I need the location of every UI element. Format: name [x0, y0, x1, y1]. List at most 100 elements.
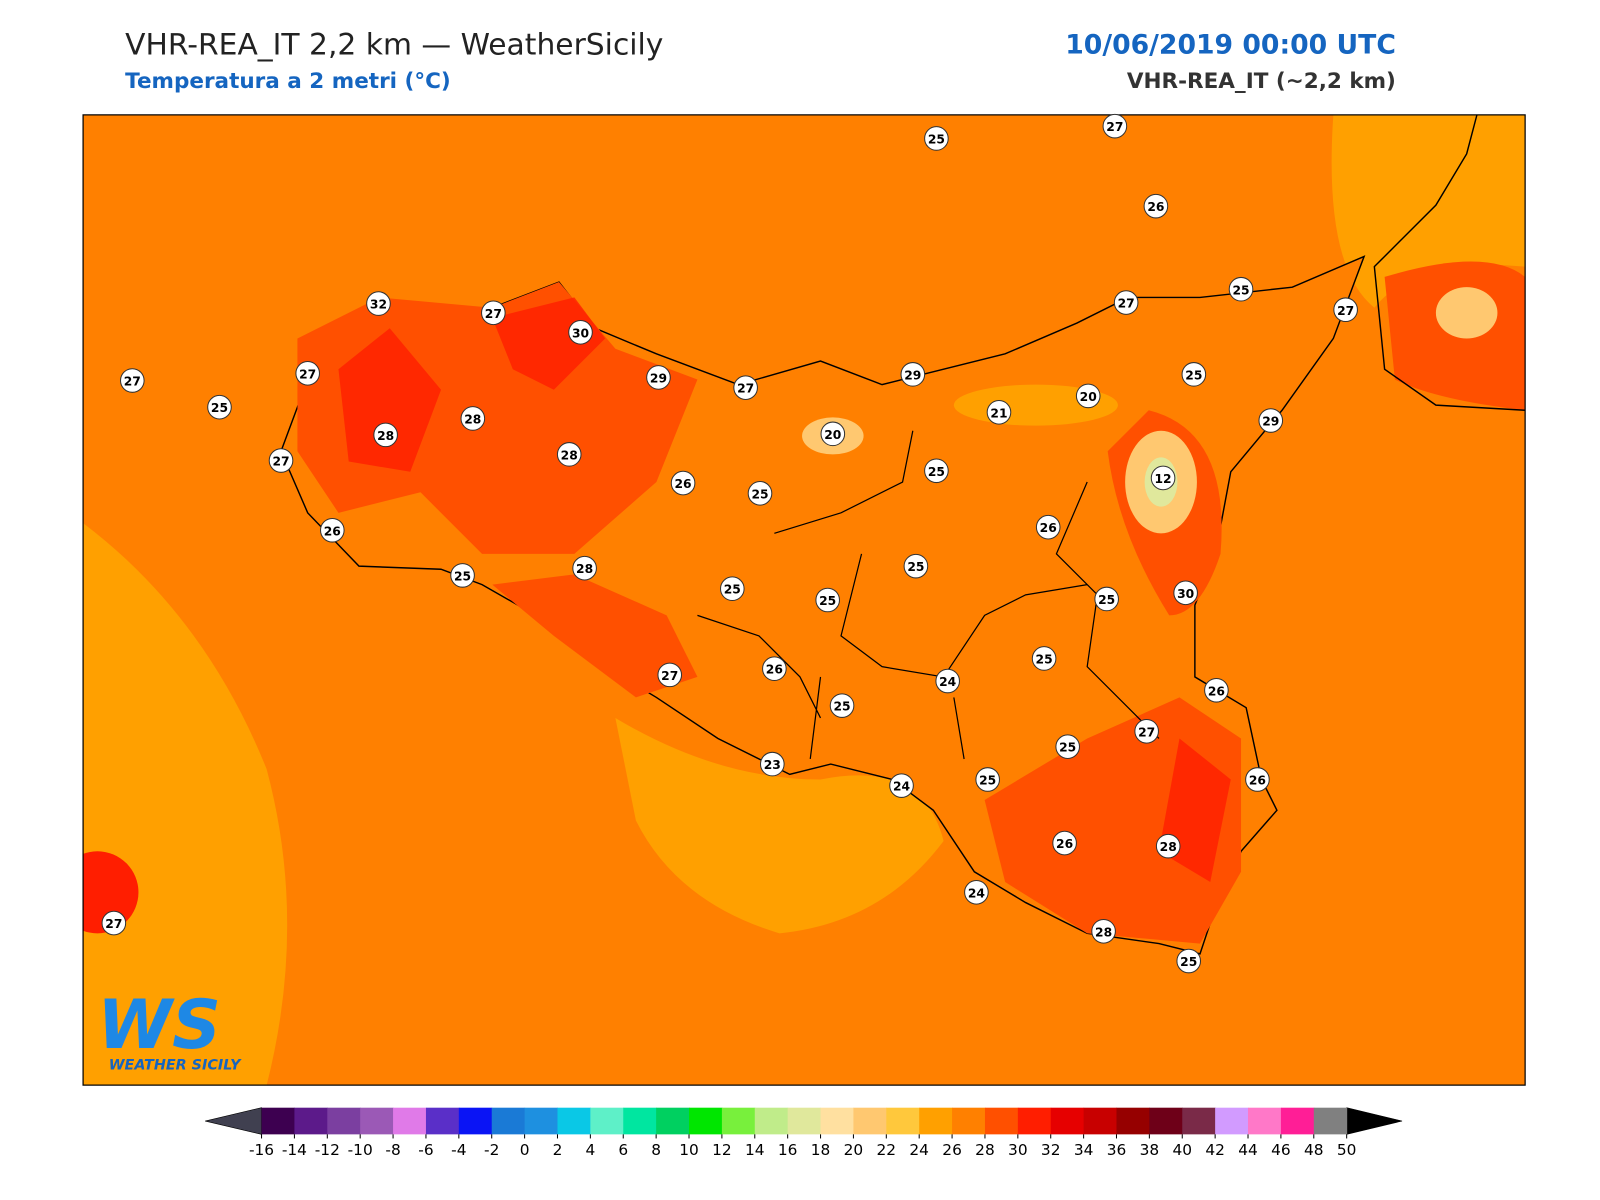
station-value: 27 [1337, 304, 1354, 318]
land-field [338, 328, 442, 472]
colorbar-tick-label: -4 [451, 1141, 466, 1159]
station-marker [119, 368, 145, 393]
station-marker [1134, 718, 1159, 744]
station-value: 28 [1095, 925, 1112, 939]
colorbar-segment [1083, 1107, 1118, 1135]
logo: WS WEATHER SICILY [97, 985, 242, 1074]
station-value: 30 [572, 326, 589, 340]
colorbar-segment [754, 1107, 789, 1135]
station-marker [1102, 113, 1128, 139]
station-value: 26 [675, 477, 692, 491]
station-value: 27 [105, 917, 122, 931]
subtitle: Temperatura a 2 metri (°C) [125, 69, 451, 94]
station-value: 25 [724, 583, 741, 597]
colorbar-tick-label: 14 [745, 1141, 765, 1159]
station-value: 25 [751, 487, 768, 501]
colorbar-tick-label: 4 [585, 1141, 595, 1159]
stations: 25 27 26 32 27 30 27 25 27 27 25 27 29 27 29 25 20 21 28 28… [101, 113, 1358, 974]
station-marker [760, 751, 785, 777]
colorbar-segment [984, 1107, 1019, 1135]
station-marker [481, 300, 506, 326]
station-value: 27 [124, 375, 141, 389]
station-value: 29 [1262, 415, 1279, 429]
station-marker [646, 365, 671, 390]
station-marker [747, 481, 773, 506]
station-marker [815, 587, 840, 613]
colorbar-tick-label: 6 [618, 1141, 628, 1159]
colorbar-segment [623, 1107, 657, 1135]
colorbar-segment [689, 1107, 723, 1135]
station-marker [1155, 833, 1181, 859]
station-marker [935, 668, 960, 694]
station-value: 29 [904, 368, 921, 382]
colorbar-tick-label: -2 [484, 1141, 499, 1159]
colorbar-segment [261, 1107, 295, 1135]
station-value: 26 [766, 663, 783, 677]
station-marker [1091, 918, 1116, 944]
colorbar-segment [1116, 1107, 1150, 1135]
map [83, 114, 1526, 1086]
station-marker [670, 470, 696, 496]
colorbar-tick-label: 12 [712, 1141, 732, 1159]
station-value: 25 [928, 465, 945, 479]
station-value: 27 [272, 455, 289, 469]
station-value: 23 [764, 758, 781, 772]
sea-field [1331, 114, 1526, 308]
station-marker [964, 880, 989, 905]
station-marker [1143, 193, 1169, 219]
station-value: 20 [1080, 390, 1097, 404]
colorbar-tick-label: 24 [909, 1141, 929, 1159]
station-marker [1176, 948, 1202, 974]
colorbar-tick-label: 46 [1271, 1141, 1291, 1159]
station-marker [1055, 734, 1080, 759]
station-value: 28 [464, 412, 481, 426]
station-marker [1035, 514, 1061, 540]
station-marker [829, 693, 855, 718]
station-value: 25 [979, 774, 996, 788]
colorbar-segment [853, 1107, 887, 1135]
colorbar-segment [1248, 1107, 1282, 1135]
colorbar-segment [590, 1107, 624, 1135]
station-marker [1245, 767, 1270, 792]
station-marker [900, 362, 926, 387]
logo-initials: WS [97, 985, 220, 1064]
station-value: 27 [1106, 120, 1123, 134]
station-value: 25 [1036, 652, 1053, 666]
logo-name: WEATHER SICILY [109, 1058, 242, 1074]
station-value: 26 [1249, 774, 1266, 788]
colorbar-tick-label: 0 [520, 1141, 530, 1159]
colorbar-segment [360, 1107, 394, 1135]
station-marker [889, 773, 914, 798]
colorbar-segment [425, 1107, 460, 1135]
colorbar-segment [886, 1107, 920, 1135]
land-field [492, 574, 698, 698]
station-value: 26 [1040, 521, 1057, 535]
station-value: 26 [324, 524, 341, 538]
map-frame [82, 114, 1526, 1086]
colorbar-tick-label: 34 [1074, 1141, 1094, 1159]
station-value: 28 [576, 562, 593, 576]
colorbar-tick-label: 32 [1041, 1141, 1061, 1159]
colorbar-segment [1280, 1107, 1315, 1135]
station-value: 25 [454, 569, 471, 583]
colorbar-tick-label: 38 [1140, 1141, 1160, 1159]
station-marker [657, 662, 683, 688]
colorbar-segment [1215, 1107, 1249, 1135]
station-marker [450, 563, 475, 588]
colorbar-segment [787, 1107, 822, 1135]
station-marker [1031, 646, 1057, 671]
station-value: 25 [1098, 593, 1115, 607]
colorbar-segment [393, 1107, 427, 1135]
station-marker [820, 421, 846, 447]
station-value: 25 [1180, 955, 1197, 969]
station-value: 24 [893, 780, 910, 794]
colorbar-segment [1149, 1107, 1183, 1135]
station-marker [903, 553, 929, 579]
station-marker [1113, 290, 1139, 315]
land-field [83, 851, 139, 934]
colorbar-tick-label: -12 [315, 1141, 340, 1159]
station-marker [975, 767, 1000, 792]
station-value: 30 [1177, 587, 1194, 601]
station-value: 25 [833, 700, 850, 714]
